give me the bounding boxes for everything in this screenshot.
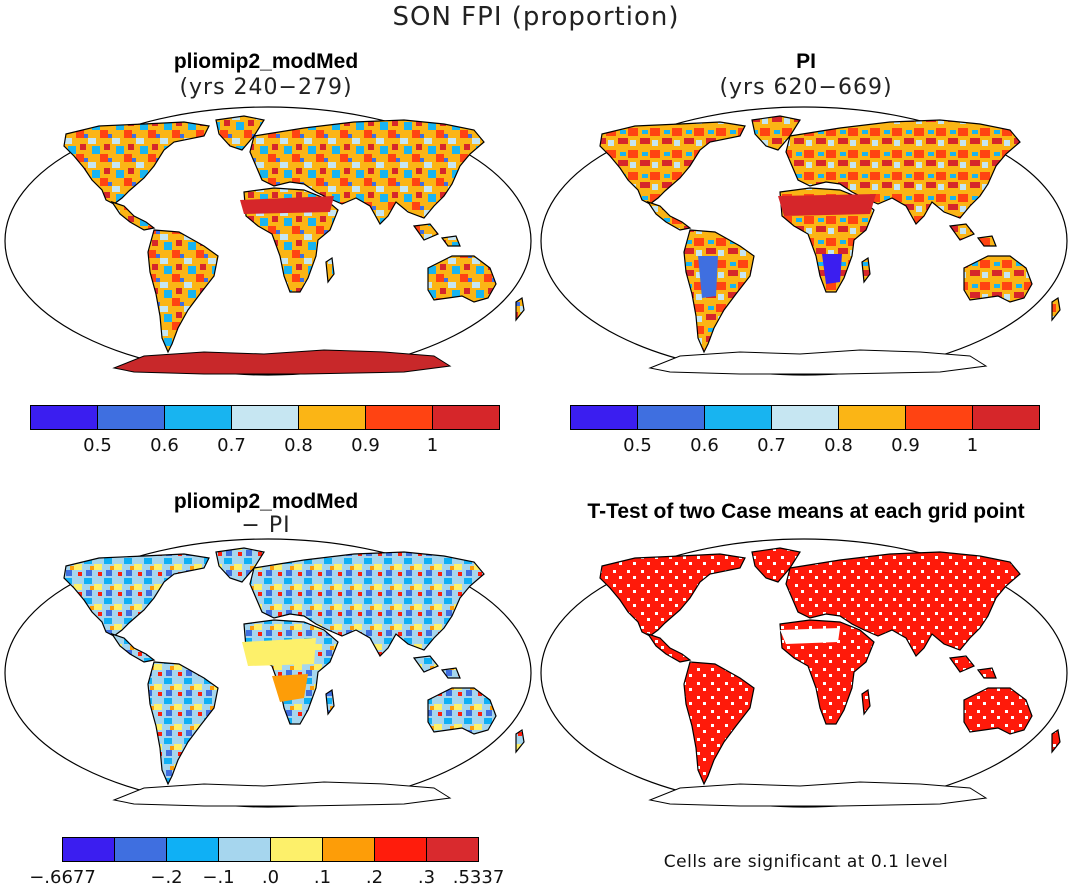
colorbar-fpi-plio-swatch (30, 405, 98, 430)
colorbar-fpi-pi-tick-label: 0.6 (690, 435, 719, 456)
colorbar-diff-swatch (114, 837, 167, 862)
colorbar-diff-tick-label: −.6677 (29, 867, 96, 885)
colorbar-diff-tick-label: .2 (366, 867, 383, 885)
colorbar-fpi-plio: 0.5 0.6 0.7 0.8 0.9 1 (30, 405, 500, 456)
colorbar-fpi-pi-tick-label: 0.9 (891, 435, 920, 456)
colorbar-fpi-pi-tick-label: 0.8 (824, 435, 853, 456)
map-pi (540, 106, 1068, 376)
colorbar-diff-tick-label: .3 (418, 867, 435, 885)
colorbar-diff-swatch (374, 837, 427, 862)
colorbar-fpi-plio-swatch (231, 405, 299, 430)
colorbar-diff-swatch (218, 837, 271, 862)
map-plio (4, 106, 532, 376)
significance-footnote: Cells are significant at 0.1 level (663, 852, 949, 872)
colorbar-diff-swatch (270, 837, 323, 862)
panel-title-plio: pliomip2_modMed (173, 50, 359, 73)
colorbar-fpi-plio-tick-label: 1 (427, 435, 438, 456)
panel-title-pi: PI (796, 50, 816, 73)
colorbar-diff: −.6677 −.2 −.1 .0 .1 .2 .3 .5337 (29, 837, 532, 885)
map-ttest (540, 538, 1068, 808)
panel-title-ttest: T-Test of two Case means at each grid po… (587, 500, 1025, 523)
colorbar-fpi-pi: 0.5 0.6 0.7 0.8 0.9 1 (570, 405, 1040, 456)
colorbar-diff-tick-label: .5337 (453, 867, 505, 885)
panel-title-diff: pliomip2_modMed (173, 490, 359, 513)
colorbar-fpi-plio-tick-label: 0.8 (284, 435, 313, 456)
colorbar-fpi-plio-swatch (164, 405, 232, 430)
colorbar-fpi-plio-tick-label: 0.7 (217, 435, 246, 456)
colorbar-diff-swatch (426, 837, 479, 862)
map-diff (4, 538, 532, 808)
colorbar-fpi-plio-swatch (298, 405, 366, 430)
colorbar-diff-tick-label: .1 (314, 867, 331, 885)
colorbar-diff-tick-label: −.2 (150, 867, 182, 885)
colorbar-fpi-pi-swatch (838, 405, 906, 430)
panel-subtitle-plio: (yrs 240−279) (179, 75, 353, 100)
panel-subtitle-diff: − PI (241, 513, 291, 538)
colorbar-fpi-pi-tick-label: 1 (967, 435, 978, 456)
colorbar-diff-swatch (322, 837, 375, 862)
colorbar-fpi-plio-tick-label: 0.5 (83, 435, 112, 456)
panel-subtitle-pi: (yrs 620−669) (719, 75, 893, 100)
colorbar-diff-tick-label: .0 (262, 867, 279, 885)
colorbar-fpi-plio-swatch (365, 405, 433, 430)
colorbar-fpi-plio-swatch (432, 405, 500, 430)
colorbar-diff-swatch (166, 837, 219, 862)
colorbar-fpi-pi-swatch (905, 405, 973, 430)
colorbar-diff-swatch (62, 837, 115, 862)
figure-title: SON FPI (proportion) (392, 2, 680, 32)
colorbar-fpi-pi-swatch (570, 405, 638, 430)
colorbar-fpi-pi-swatch (704, 405, 772, 430)
colorbar-fpi-pi-tick-label: 0.5 (623, 435, 652, 456)
colorbar-fpi-pi-swatch (972, 405, 1040, 430)
colorbar-diff-tick-label: −.1 (202, 867, 234, 885)
colorbar-fpi-pi-swatch (637, 405, 705, 430)
colorbar-fpi-plio-tick-label: 0.6 (150, 435, 179, 456)
colorbar-fpi-plio-swatch (97, 405, 165, 430)
colorbar-fpi-plio-tick-label: 0.9 (351, 435, 380, 456)
colorbar-fpi-pi-tick-label: 0.7 (757, 435, 786, 456)
colorbar-fpi-pi-swatch (771, 405, 839, 430)
